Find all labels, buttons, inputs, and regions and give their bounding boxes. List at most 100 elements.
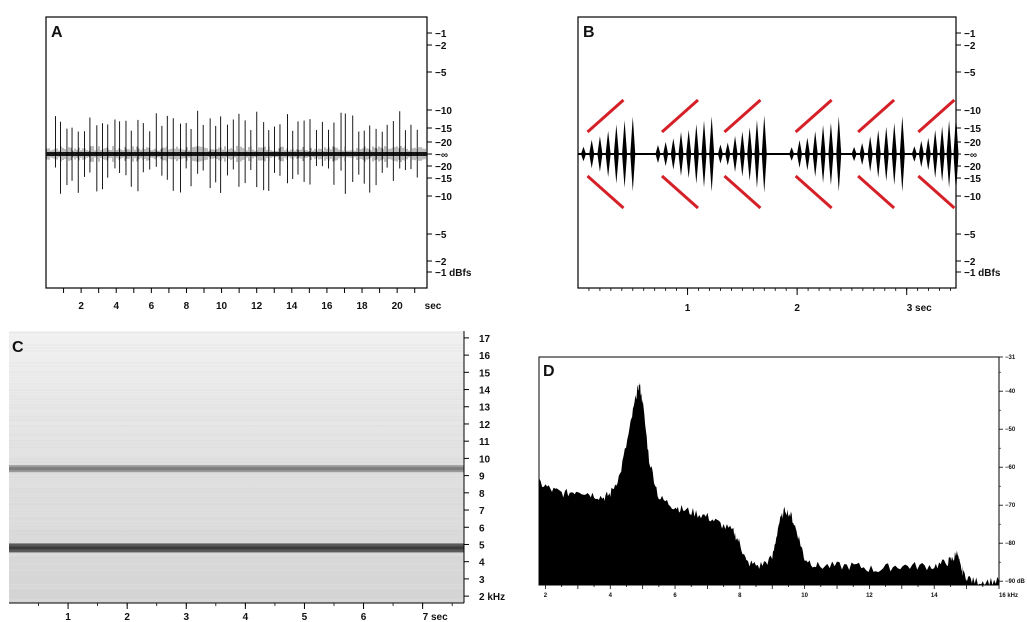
panel-a: A 2 4 6 8 10 12 14 16 18 20 sec −1−2−5−10−15−20−∞−… xyxy=(46,17,472,312)
panel-d-label: D xyxy=(543,363,555,380)
panel-c-band-core xyxy=(9,546,464,549)
panel-d-y-tick-label: −70 xyxy=(1005,503,1016,509)
panel-b-pulse xyxy=(589,140,594,169)
panel-b-label: B xyxy=(583,24,595,41)
panel-b-red-mark xyxy=(858,176,894,208)
panel-a-right-tick-label: −10 xyxy=(435,106,452,117)
panel-d-y-tick-label: −90 dB xyxy=(1005,579,1026,585)
panel-c-y-tick-label: 2 kHz xyxy=(479,592,505,603)
panel-b-x-tick-label: 2 xyxy=(794,303,800,314)
panel-b-red-mark xyxy=(724,176,760,208)
panel-c-y-tick-label: 15 xyxy=(479,368,491,379)
panel-c-y-tick-label: 9 xyxy=(479,472,485,483)
panel-c-band-core xyxy=(9,467,464,470)
panel-a-right-tick-label: −15 xyxy=(435,174,452,185)
panel-a-right-axis: −1−2−5−10−15−20−∞−20−15−10−5−2−1 dBfs xyxy=(427,29,472,279)
panel-b-pulse xyxy=(630,117,635,192)
panel-c-y-tick-label: 13 xyxy=(479,403,491,414)
panel-a-x-tick-label: 10 xyxy=(216,301,228,312)
panel-a-right-tick-label: −20 xyxy=(435,138,452,149)
panel-c-y-tick-label: 7 xyxy=(479,506,485,517)
panel-b-pulse xyxy=(694,124,699,184)
panel-c-x-tick-label: 3 xyxy=(183,612,189,622)
panel-b-pulse xyxy=(828,123,833,186)
panel-b-pulse xyxy=(678,132,683,176)
panel-b-pulse xyxy=(733,136,738,172)
panel-b-pulse xyxy=(606,131,611,177)
panel-a-x-tick-label: 4 xyxy=(113,301,119,312)
panel-b-pulse xyxy=(926,138,931,170)
panel-b-pulse xyxy=(655,145,660,163)
panel-b-pulse xyxy=(892,123,897,185)
panel-b-right-tick-label: −15 xyxy=(964,174,981,185)
panel-b-pulse xyxy=(789,147,794,161)
panel-c-y-tick-label: 3 xyxy=(479,575,485,586)
panel-a-waveform xyxy=(46,111,427,194)
panel-b-right-tick-label: −15 xyxy=(964,124,981,135)
panel-c-y-tick-label: 5 xyxy=(479,540,485,551)
panel-b-red-mark xyxy=(796,176,832,208)
panel-b-right-tick-label: −5 xyxy=(964,68,976,79)
panel-d-y-tick-label: −60 xyxy=(1005,465,1016,471)
panel-d-x-tick-label: 14 xyxy=(931,593,938,599)
panel-b-pulse xyxy=(709,116,714,192)
panel-d-x-tick-label: 2 xyxy=(544,593,548,599)
panel-b-right-tick-label: −2 xyxy=(964,257,976,268)
panel-c-y-tick-label: 10 xyxy=(479,454,491,465)
panel-b-pulse xyxy=(940,126,945,181)
panel-a-x-unit: sec xyxy=(425,301,442,312)
panel-b-right-tick-label: −∞ xyxy=(964,150,977,161)
panel-b-right-tick-label: −1 dBfs xyxy=(964,268,1001,279)
panel-a-x-axis: 2 4 6 8 10 12 14 16 18 20 sec xyxy=(64,288,442,312)
panel-b-right-tick-label: −1 xyxy=(964,29,976,40)
panel-b-pulse xyxy=(718,145,723,164)
panel-a-right-tick-label: −1 xyxy=(435,29,447,40)
panel-b-right-tick-label: −20 xyxy=(964,162,981,173)
panel-d-right-axis: −31 −40 −50 −60 −70 −80 −90 dB xyxy=(999,355,1026,585)
panel-a-x-tick-label: 12 xyxy=(251,301,263,312)
panel-b-pulse xyxy=(671,138,676,169)
panel-c-y-tick-label: 6 xyxy=(479,523,485,534)
panel-c-right-axis: 2 kHz34567891011121314151617 xyxy=(464,331,505,603)
panel-b-pulse xyxy=(754,120,759,188)
panel-a-right-tick-label: −15 xyxy=(435,124,452,135)
panel-c-y-tick-label: 17 xyxy=(479,334,491,345)
panel-b-pulse xyxy=(947,120,952,188)
panel-a-x-tick-label: 14 xyxy=(286,301,298,312)
panel-b-red-mark xyxy=(662,100,698,132)
panel-d-y-tick-label: −31 xyxy=(1005,355,1016,361)
panel-b-waveform xyxy=(578,115,959,193)
panel-d-x-tick-label: 10 xyxy=(801,593,808,599)
panel-c-x-tick-label: 1 xyxy=(65,612,71,622)
panel-c-y-tick-label: 14 xyxy=(479,386,491,397)
panel-b-pulse xyxy=(852,147,857,161)
panel-c-x-axis: 1 2 3 4 5 6 7 sec xyxy=(9,603,464,622)
panel-b-right-tick-label: −10 xyxy=(964,106,981,117)
panel-b-pulse xyxy=(622,120,627,187)
panel-a-x-tick-label: 18 xyxy=(356,301,368,312)
panel-b-x-tick-label: 3 sec xyxy=(907,303,932,314)
panel-b-pulse xyxy=(614,124,619,183)
panel-a-right-tick-label: −2 xyxy=(435,257,447,268)
panel-b-red-mark xyxy=(587,100,623,132)
panel-b-pulse xyxy=(876,130,881,178)
panel-c-x-tick-label: 5 xyxy=(302,612,308,622)
panel-d-y-tick-label: −40 xyxy=(1005,389,1016,395)
panel-c-y-tick-label: 12 xyxy=(479,420,491,431)
panel-b-pulse xyxy=(868,136,873,172)
panel-c-x-tick-label: 4 xyxy=(243,612,249,622)
panel-a-x-tick-label: 8 xyxy=(184,301,190,312)
panel-d-y-tick-label: −80 xyxy=(1005,541,1016,547)
panel-b-red-mark xyxy=(796,100,832,132)
panel-a-x-tick-label: 2 xyxy=(78,301,84,312)
panel-b-pulse xyxy=(581,147,586,161)
panel-c-x-tick-label: 7 sec xyxy=(423,612,448,622)
panel-b-pulse xyxy=(919,141,924,167)
panel-b-pulse xyxy=(747,127,752,181)
panel-d-x-tick-label: 12 xyxy=(866,593,873,599)
panel-c-label: C xyxy=(12,339,24,356)
panel-b-red-mark xyxy=(858,100,894,132)
panel-b-pulse xyxy=(797,140,802,168)
